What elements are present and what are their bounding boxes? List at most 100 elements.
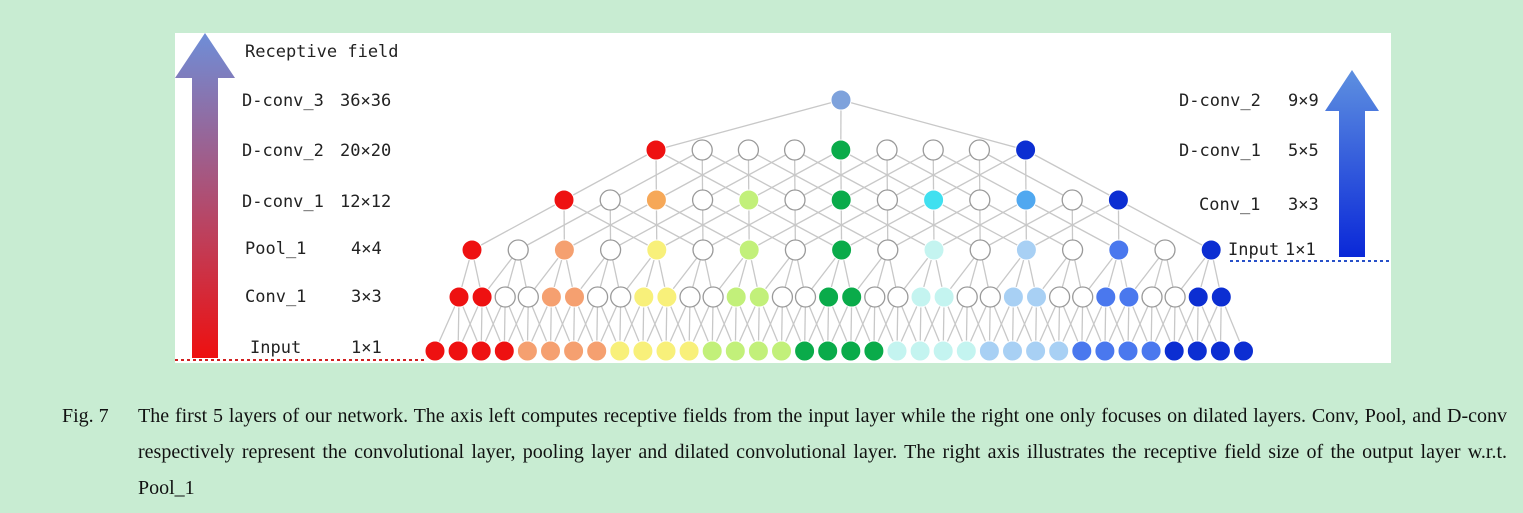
pool1-node (461, 239, 483, 261)
right-label-dconv1: D-conv_1 (1179, 141, 1261, 161)
conv1-node (818, 286, 840, 308)
input-node (886, 340, 908, 362)
input-node (493, 340, 515, 362)
input-node (516, 340, 538, 362)
conv1-node (1095, 286, 1117, 308)
input-node (1025, 340, 1047, 362)
connection-edge (933, 149, 1026, 201)
connection-edge (887, 199, 981, 251)
conv1-node (586, 286, 609, 308)
connection-edge (610, 199, 703, 251)
figure-number: Fig. 7 (62, 405, 109, 427)
caption-text: The first 5 layers of our network. The a… (138, 405, 1507, 499)
right-axis-arrow (1325, 70, 1379, 257)
dconv1-node (1061, 189, 1083, 211)
input-node (955, 340, 977, 362)
pool1-node (831, 239, 853, 261)
left-size-input: 1×1 (351, 338, 382, 358)
left-size-dconv2: 20×20 (340, 141, 392, 161)
connection-edge (840, 149, 934, 201)
left-label-dconv2: D-conv_2 (242, 141, 324, 161)
dconv1-node (1015, 189, 1037, 211)
connection-edge (1026, 199, 1119, 251)
input-node (470, 340, 492, 362)
dconv2-node (1015, 139, 1037, 161)
dconv1-node (553, 189, 575, 211)
conv1-node (979, 286, 1001, 308)
input-node (978, 340, 1000, 362)
left-label-conv1: Conv_1 (245, 287, 307, 307)
conv1-node (1187, 286, 1209, 308)
input-node (1002, 340, 1023, 362)
connection-edge (702, 149, 795, 201)
conv1-node (494, 286, 516, 308)
left-axis-arrow (175, 33, 235, 358)
input-node (1209, 340, 1231, 362)
conv1-node (1072, 286, 1094, 308)
input-node (747, 340, 769, 362)
conv1-node (1002, 286, 1024, 308)
dconv1-node (691, 189, 714, 211)
dconv1-node (969, 189, 991, 211)
pool1-node (1154, 239, 1176, 261)
connection-edge (656, 149, 749, 201)
connection-edge (656, 199, 750, 251)
connection-edge (564, 199, 657, 251)
dconv1-node (923, 189, 945, 211)
pool1-node (1015, 239, 1037, 261)
conv1-node (679, 286, 701, 308)
conv1-node (933, 286, 955, 308)
conv1-node (771, 286, 794, 308)
connection-edge (933, 199, 1027, 251)
conv1-node (1210, 286, 1232, 308)
pool1-node (1108, 239, 1130, 261)
left-label-dconv3: D-conv_3 (242, 91, 324, 111)
input-node (817, 340, 839, 362)
dconv1-node (645, 189, 667, 211)
dconv1-node (599, 189, 621, 211)
input-node (1117, 340, 1139, 362)
conv1-node (841, 286, 863, 308)
right-size-conv1: 3×3 (1288, 195, 1319, 215)
pool1-node (599, 239, 622, 261)
input-node (632, 340, 654, 362)
right-size-input: 1×1 (1285, 240, 1316, 260)
dconv2-node (645, 139, 667, 161)
pool1-node (738, 239, 760, 261)
dconv2-node (783, 139, 806, 161)
dconv2-node (691, 139, 713, 161)
pool1-node (553, 239, 575, 261)
input-node (1140, 340, 1162, 362)
input-node (701, 340, 723, 362)
left-label-dconv1: D-conv_1 (242, 192, 324, 212)
right-size-dconv1: 5×5 (1288, 141, 1319, 161)
conv1-node (471, 286, 493, 308)
figure-panel: Receptive field D-conv_3 36×36 D-conv_2 … (175, 33, 1391, 363)
left-size-pool1: 4×4 (351, 239, 382, 259)
input-node (932, 340, 954, 362)
conv1-node (725, 286, 747, 308)
conv1-node (1141, 286, 1163, 308)
input-node (1163, 340, 1185, 362)
connection-edge (702, 199, 796, 251)
dconv1-node (876, 189, 899, 211)
connection-edge (979, 199, 1073, 251)
pool1-node (646, 239, 668, 261)
conv1-node (864, 286, 886, 308)
connection-edge (1118, 199, 1212, 251)
input-node (586, 340, 608, 362)
connection-edge (795, 199, 888, 251)
input-node (424, 340, 446, 362)
conv1-node (887, 286, 909, 308)
conv1-node (1164, 286, 1186, 308)
dconv2-node (830, 139, 852, 161)
dconv1-node (738, 189, 760, 211)
connection-edge (517, 199, 611, 251)
input-node (909, 340, 931, 362)
input-node (678, 340, 700, 362)
right-label-dconv2: D-conv_2 (1179, 91, 1261, 111)
conv1-node (448, 286, 470, 308)
connection-edge (748, 199, 842, 251)
connection-edge (794, 149, 888, 201)
dconv3-node (830, 89, 852, 111)
